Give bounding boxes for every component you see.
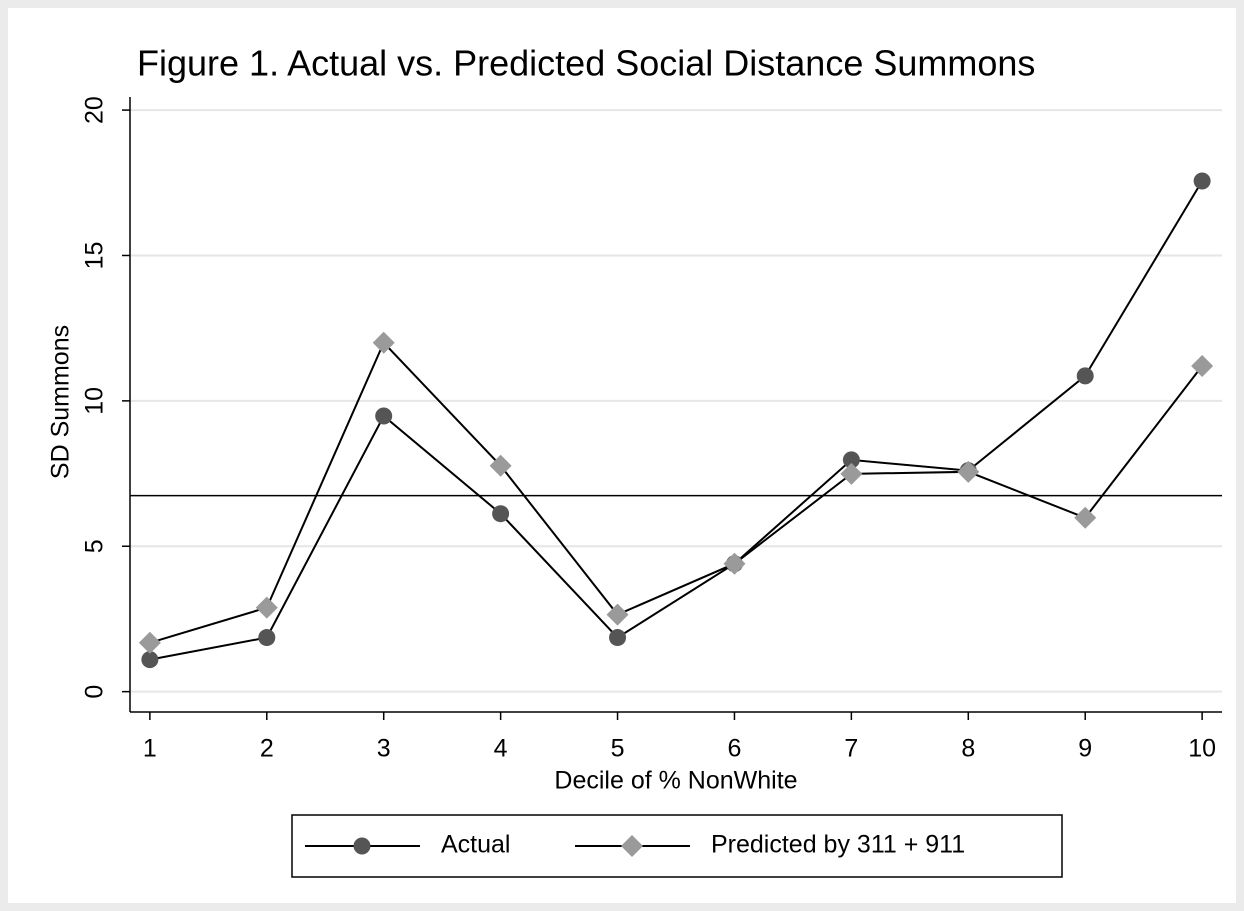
x-tick-label: 9 (1078, 735, 1092, 763)
marker (372, 331, 395, 354)
marker (1191, 354, 1214, 377)
x-tick-label: 3 (377, 735, 391, 763)
marker (842, 451, 860, 469)
x-tick-label: 2 (260, 735, 274, 763)
y-tick-label: 10 (81, 387, 109, 415)
marker (141, 651, 159, 669)
legend-label: Predicted by 311 + 911 (711, 831, 965, 859)
x-tick-label: 10 (1188, 735, 1216, 763)
graph-region (8, 8, 1236, 903)
x-axis-label: Decile of % NonWhite (554, 767, 797, 795)
marker (1076, 367, 1094, 385)
marker (492, 505, 510, 523)
x-tick-label: 6 (728, 735, 742, 763)
marker (1193, 172, 1211, 190)
marker (606, 603, 629, 626)
marker (489, 454, 512, 477)
marker (255, 596, 278, 619)
y-tick-label: 15 (81, 242, 109, 270)
series-line (149, 180, 1203, 661)
marker (609, 629, 627, 647)
y-axis-label: SD Summons (47, 325, 75, 479)
marker (723, 552, 746, 575)
marker (840, 462, 863, 485)
legend-label: Actual (441, 831, 510, 859)
marker (258, 629, 276, 647)
marker (375, 407, 393, 425)
y-tick-label: 5 (81, 539, 109, 553)
x-tick-label: 4 (494, 735, 508, 763)
marker (138, 631, 161, 654)
x-tick-label: 5 (611, 735, 625, 763)
x-tick-label: 1 (143, 735, 157, 763)
chart-title: Figure 1. Actual vs. Predicted Social Di… (137, 43, 1035, 84)
marker (621, 835, 643, 857)
x-tick-label: 7 (844, 735, 858, 763)
series-line (149, 340, 1203, 644)
marker (353, 837, 371, 855)
x-tick-label: 8 (961, 735, 975, 763)
y-tick-label: 0 (81, 685, 109, 699)
y-tick-label: 20 (81, 96, 109, 124)
marker (1074, 506, 1097, 529)
marker (957, 460, 980, 483)
